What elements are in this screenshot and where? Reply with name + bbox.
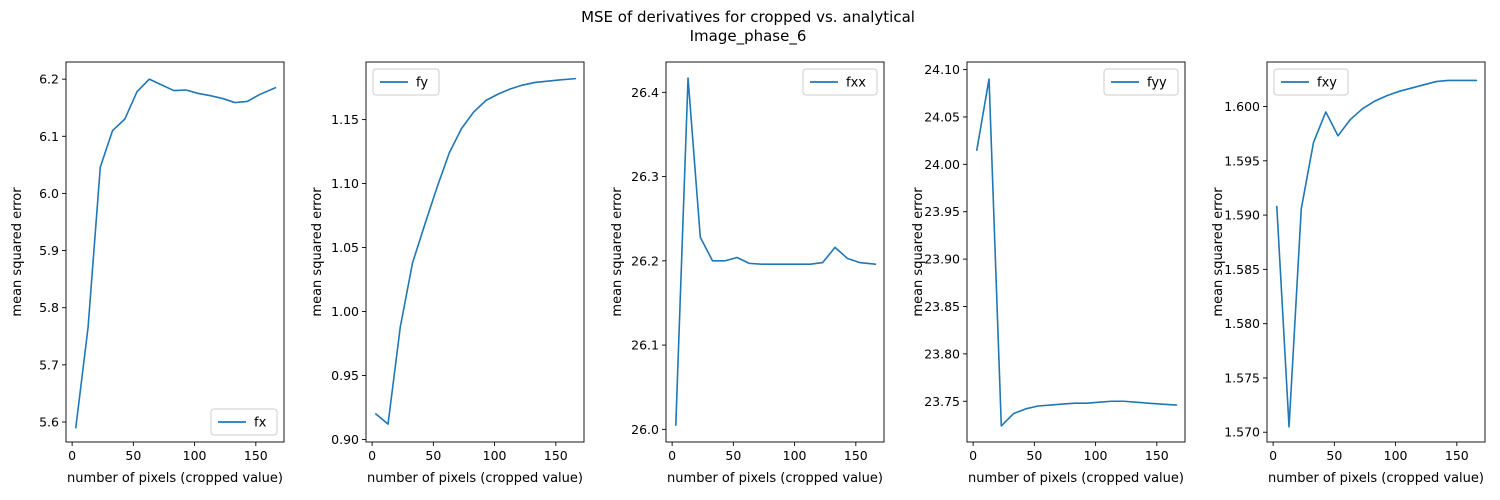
y-tick-label: 23.80	[924, 346, 960, 361]
figure-title-line-1: MSE of derivatives for cropped vs. analy…	[581, 8, 915, 26]
legend-box	[1273, 68, 1349, 96]
axes-frame	[966, 61, 1186, 443]
subplot-5: 0 50 100 150 1.570 1.575 1.580 1.585 1.590 1.595 1…	[1211, 61, 1486, 486]
y-tick-label: 6.0	[39, 186, 59, 201]
y-tick-label: 24.00	[924, 157, 960, 172]
x-tick-label: 0	[668, 448, 676, 463]
x-tick-label: 100	[1084, 448, 1108, 463]
legend: fyy	[1103, 68, 1179, 96]
axes-frame	[1266, 61, 1486, 443]
series-line-fxy	[1276, 79, 1478, 428]
legend-box	[802, 68, 878, 96]
x-tick-label: 50	[1026, 448, 1042, 463]
legend: fy	[372, 68, 440, 96]
y-tick-label: 26.2	[631, 253, 659, 268]
legend-entry: fxy	[1317, 76, 1337, 91]
y-tick-label: 24.10	[924, 62, 960, 77]
y-tick-label: 6.1	[39, 129, 59, 144]
y-tick-label: 5.8	[39, 300, 59, 315]
y-tick-label: 1.575	[1224, 370, 1260, 385]
x-tick-label: 150	[544, 448, 568, 463]
y-tick-label: 23.95	[924, 204, 960, 219]
subplot-4: 0 50 100 150 23.75 23.80 23.85 23.90 23.95 24.00 2…	[911, 61, 1186, 486]
legend: fx	[210, 408, 278, 436]
x-tick-label: 150	[1445, 448, 1469, 463]
x-tick-label: 150	[1145, 448, 1169, 463]
y-tick-label: 0.95	[331, 368, 359, 383]
y-tick-label: 0.90	[331, 432, 359, 447]
x-tick-label: 0	[68, 448, 76, 463]
legend-entry: fxx	[846, 76, 866, 91]
y-tick-label: 24.05	[924, 109, 960, 124]
x-axis-label: number of pixels (cropped value)	[367, 471, 583, 486]
axes-frame	[365, 61, 585, 443]
y-tick-label: 26.3	[631, 169, 659, 184]
legend-entry: fx	[254, 416, 267, 431]
y-tick-label: 26.0	[631, 422, 659, 437]
x-tick-label: 0	[1269, 448, 1277, 463]
y-tick-label: 26.4	[631, 85, 659, 100]
y-tick-label: 23.85	[924, 299, 960, 314]
subplot-3: 0 50 100 150 26.0 26.1 26.2 26.3 26.4 number of p…	[610, 61, 885, 486]
axes-frame	[65, 61, 285, 443]
axes-frame	[665, 61, 885, 443]
y-tick-label: 26.1	[631, 338, 659, 353]
y-axis-label: mean squared error	[911, 187, 926, 317]
y-tick-label: 1.10	[331, 176, 359, 191]
y-tick-label: 5.6	[39, 415, 59, 430]
x-tick-label: 50	[125, 448, 141, 463]
y-axis-label: mean squared error	[10, 187, 25, 317]
legend-entry: fyy	[1147, 76, 1167, 91]
y-tick-label: 1.595	[1224, 153, 1260, 168]
legend-box	[1103, 68, 1179, 96]
x-axis-label: number of pixels (cropped value)	[1268, 471, 1484, 486]
x-tick-label: 100	[483, 448, 507, 463]
y-tick-label: 5.7	[39, 357, 59, 372]
x-tick-label: 100	[1384, 448, 1408, 463]
y-tick-label: 1.585	[1224, 262, 1260, 277]
legend-entry: fy	[416, 76, 428, 91]
x-tick-label: 50	[425, 448, 441, 463]
y-tick-label: 1.580	[1224, 316, 1260, 331]
y-tick-label: 1.15	[331, 112, 359, 127]
y-axis-label: mean squared error	[1211, 187, 1226, 317]
series-line-fx	[75, 78, 277, 429]
y-tick-label: 1.00	[331, 304, 359, 319]
y-tick-label: 23.75	[924, 394, 960, 409]
x-tick-label: 0	[368, 448, 376, 463]
y-axis-label: mean squared error	[610, 187, 625, 317]
legend: fxx	[802, 68, 878, 96]
legend: fxy	[1273, 68, 1349, 96]
y-tick-label: 23.90	[924, 252, 960, 267]
x-axis-label: number of pixels (cropped value)	[667, 471, 883, 486]
figure-title-line-2: Image_phase_6	[690, 27, 807, 46]
x-tick-label: 50	[1326, 448, 1342, 463]
x-axis-label: number of pixels (cropped value)	[968, 471, 1184, 486]
x-tick-label: 0	[969, 448, 977, 463]
series-line-fyy	[975, 78, 1178, 427]
subplot-1: 0 50 100 150 5.6 5.7 5.8 5.9 6.0 6.1 6.2 number of …	[10, 61, 285, 486]
subplot-2: 0 50 100 150 0.90 0.95 1.00 1.05 1.10 1.15 number …	[310, 61, 585, 486]
series-line-fy	[374, 77, 577, 425]
x-tick-label: 150	[244, 448, 268, 463]
x-tick-label: 50	[725, 448, 741, 463]
y-tick-label: 1.570	[1224, 425, 1260, 440]
y-tick-label: 1.600	[1224, 99, 1260, 114]
y-tick-label: 6.2	[39, 72, 59, 87]
y-axis-label: mean squared error	[310, 187, 325, 317]
y-tick-label: 1.590	[1224, 208, 1260, 223]
y-tick-label: 1.05	[331, 240, 359, 255]
y-tick-label: 5.9	[39, 243, 59, 258]
x-axis-label: number of pixels (cropped value)	[67, 471, 283, 486]
x-tick-label: 100	[783, 448, 807, 463]
subplots: 0 50 100 150 5.6 5.7 5.8 5.9 6.0 6.1 6.2 number of …	[10, 61, 1486, 486]
series-line-fxx	[674, 77, 877, 426]
x-tick-label: 150	[844, 448, 868, 463]
x-tick-label: 100	[183, 448, 207, 463]
